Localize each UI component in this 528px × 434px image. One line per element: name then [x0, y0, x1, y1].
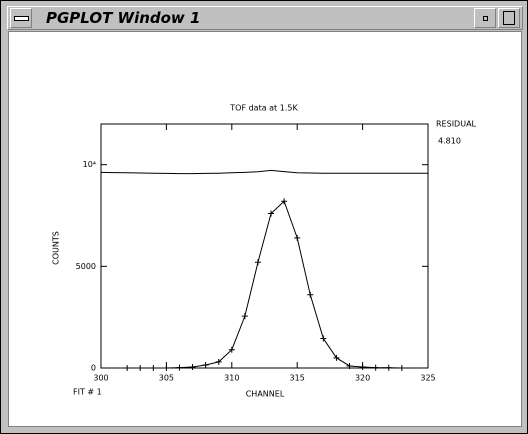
y-tick-label: 0: [91, 364, 96, 373]
data-point: [254, 259, 261, 266]
series-line: [100, 169, 428, 175]
data-point: [307, 291, 314, 298]
series-line: [127, 200, 402, 369]
x-tick-label: 310: [224, 374, 239, 383]
fit-label: FIT # 1: [73, 388, 102, 397]
minimize-button[interactable]: [474, 8, 496, 28]
data-point: [189, 363, 196, 370]
data-point: [228, 346, 235, 353]
x-tick-label: 300: [93, 374, 108, 383]
data-point: [333, 354, 340, 361]
title-bar: PGPLOT Window 1: [7, 6, 523, 30]
data-point: [372, 364, 379, 371]
y-axis-label: COUNTS: [52, 231, 61, 265]
x-tick-label: 325: [420, 374, 435, 383]
chart-title: TOF data at 1.5K: [229, 104, 298, 113]
data-point: [346, 362, 353, 369]
data-point: [281, 198, 288, 205]
data-point: [150, 365, 157, 371]
data-point: [320, 335, 327, 342]
data-point: [294, 234, 301, 241]
x-tick-label: 320: [355, 374, 370, 383]
data-point: [398, 365, 405, 371]
window-title: PGPLOT Window 1: [46, 9, 201, 27]
data-point: [268, 210, 275, 217]
x-tick-label: 315: [290, 374, 305, 383]
data-point: [124, 365, 131, 371]
data-point: [163, 365, 170, 371]
data-point: [215, 358, 222, 365]
y-tick-label: 5000: [76, 262, 96, 271]
data-point: [359, 363, 366, 370]
data-point: [241, 313, 248, 320]
x-axis-label: CHANNEL: [246, 390, 285, 399]
data-point: [202, 361, 209, 368]
menu-button[interactable]: [10, 8, 32, 28]
maximize-button[interactable]: [498, 8, 520, 28]
canvas-area: [8, 31, 522, 427]
data-point: [385, 364, 392, 371]
y-tick-label: 10⁴: [83, 160, 96, 169]
plot-frame: [100, 123, 429, 369]
data-point: [176, 364, 183, 371]
legend-label: RESIDUAL: [436, 120, 477, 129]
data-point: [137, 365, 144, 371]
residual-value: 4.810: [438, 137, 461, 146]
x-tick-label: 305: [159, 374, 174, 383]
